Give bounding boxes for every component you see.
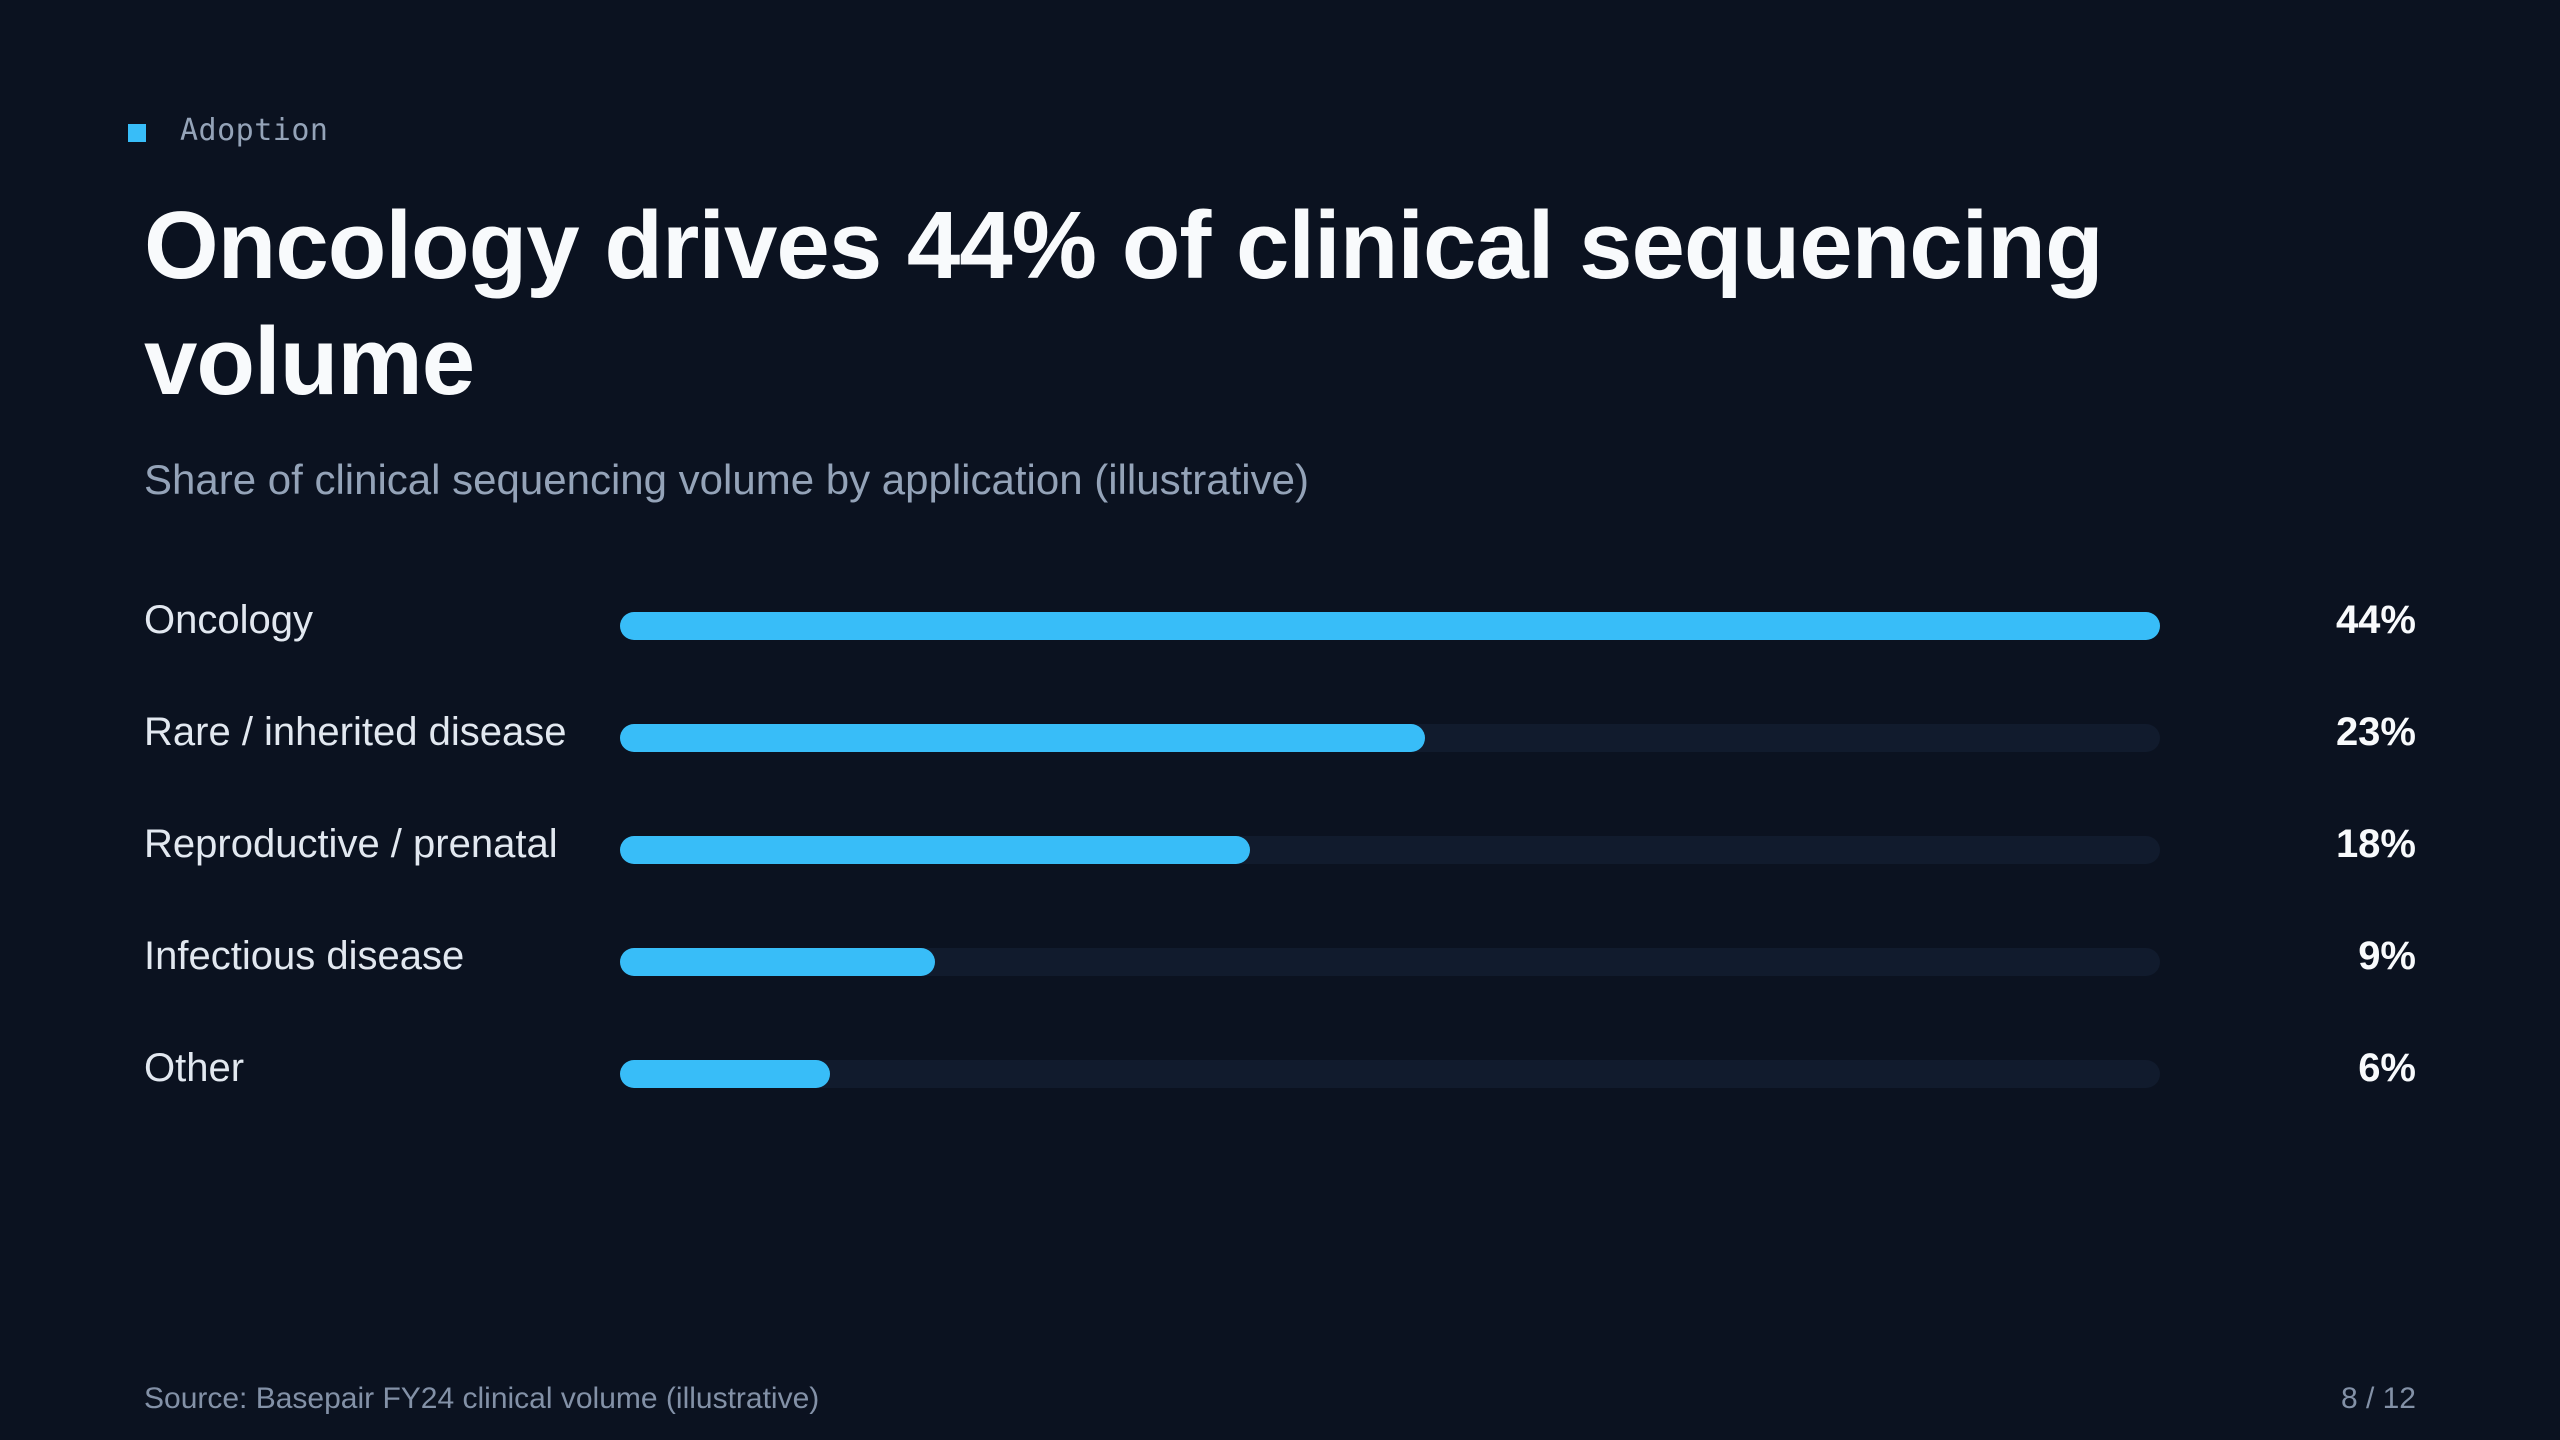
bar-row: Other 6% (144, 1034, 2416, 1146)
bar-chart: Oncology 44% Rare / inherited disease 23% Re… (144, 586, 2416, 1146)
bar-value-label: 9% (2358, 934, 2416, 978)
bar-track (620, 1060, 2160, 1088)
bar-category-label: Other (144, 1046, 245, 1090)
bar-value-label: 23% (2335, 710, 2416, 754)
slide-title: Oncology drives 44% of clinical sequenci… (144, 192, 2104, 415)
source-note: Source: Basepair FY24 clinical volume (i… (144, 1382, 820, 1415)
bar-row: Reproductive / prenatal 18% (144, 810, 2416, 922)
bar (620, 1060, 830, 1088)
bar-row: Infectious disease 9% (144, 922, 2416, 1034)
bar-value-label: 6% (2358, 1046, 2416, 1090)
kicker-label: Adoption (180, 112, 329, 148)
bar (620, 948, 935, 976)
bar-track (620, 724, 2160, 752)
bar (620, 836, 1250, 864)
bar-value-label: 44% (2335, 598, 2416, 642)
bar-category-label: Oncology (144, 598, 313, 642)
bar-category-label: Reproductive / prenatal (144, 822, 558, 866)
page-number: 8 / 12 (2340, 1382, 2416, 1415)
bar-track (620, 948, 2160, 976)
bar-row: Rare / inherited disease 23% (144, 698, 2416, 810)
square-marker-icon (128, 124, 146, 142)
bar-row: Oncology 44% (144, 586, 2416, 698)
bar-category-label: Infectious disease (144, 934, 465, 978)
bar-track (620, 836, 2160, 864)
bar-category-label: Rare / inherited disease (144, 710, 567, 754)
slide-subtitle: Share of clinical sequencing volume by a… (144, 456, 1309, 503)
bar (620, 612, 2160, 640)
section-kicker: Adoption (128, 110, 329, 150)
bar (620, 724, 1425, 752)
bar-value-label: 18% (2335, 822, 2416, 866)
bar-track (620, 612, 2160, 640)
